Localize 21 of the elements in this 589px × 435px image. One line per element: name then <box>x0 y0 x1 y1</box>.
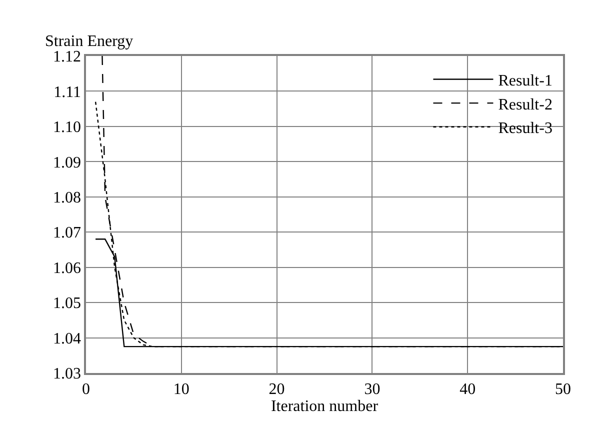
y-tick-label: 1.12 <box>53 48 82 66</box>
y-tick-label: 1.09 <box>53 154 82 172</box>
y-tick-label: 1.04 <box>53 330 82 348</box>
legend-label: Result-1 <box>498 72 552 90</box>
y-tick-label: 1.06 <box>53 260 82 277</box>
x-tick-label: 0 <box>82 380 90 398</box>
y-tick-label: 1.05 <box>53 295 82 312</box>
y-axis-title: Strain Energy <box>45 33 134 50</box>
y-tick-label: 1.07 <box>53 224 82 242</box>
y-tick-label: 1.08 <box>53 189 82 206</box>
y-tick-label: 1.11 <box>54 84 82 101</box>
x-tick-label: 20 <box>268 380 285 398</box>
x-tick-label: 50 <box>555 380 571 398</box>
y-tick-label: 1.03 <box>53 366 82 383</box>
x-tick-label: 40 <box>460 380 476 398</box>
x-tick-label: 30 <box>364 380 380 398</box>
x-tick-label: 10 <box>173 380 190 398</box>
legend-label: Result-2 <box>498 96 552 114</box>
y-tick-label: 1.10 <box>53 119 82 136</box>
x-axis-title: Iteration number <box>270 398 379 415</box>
legend-label: Result-3 <box>498 120 552 138</box>
